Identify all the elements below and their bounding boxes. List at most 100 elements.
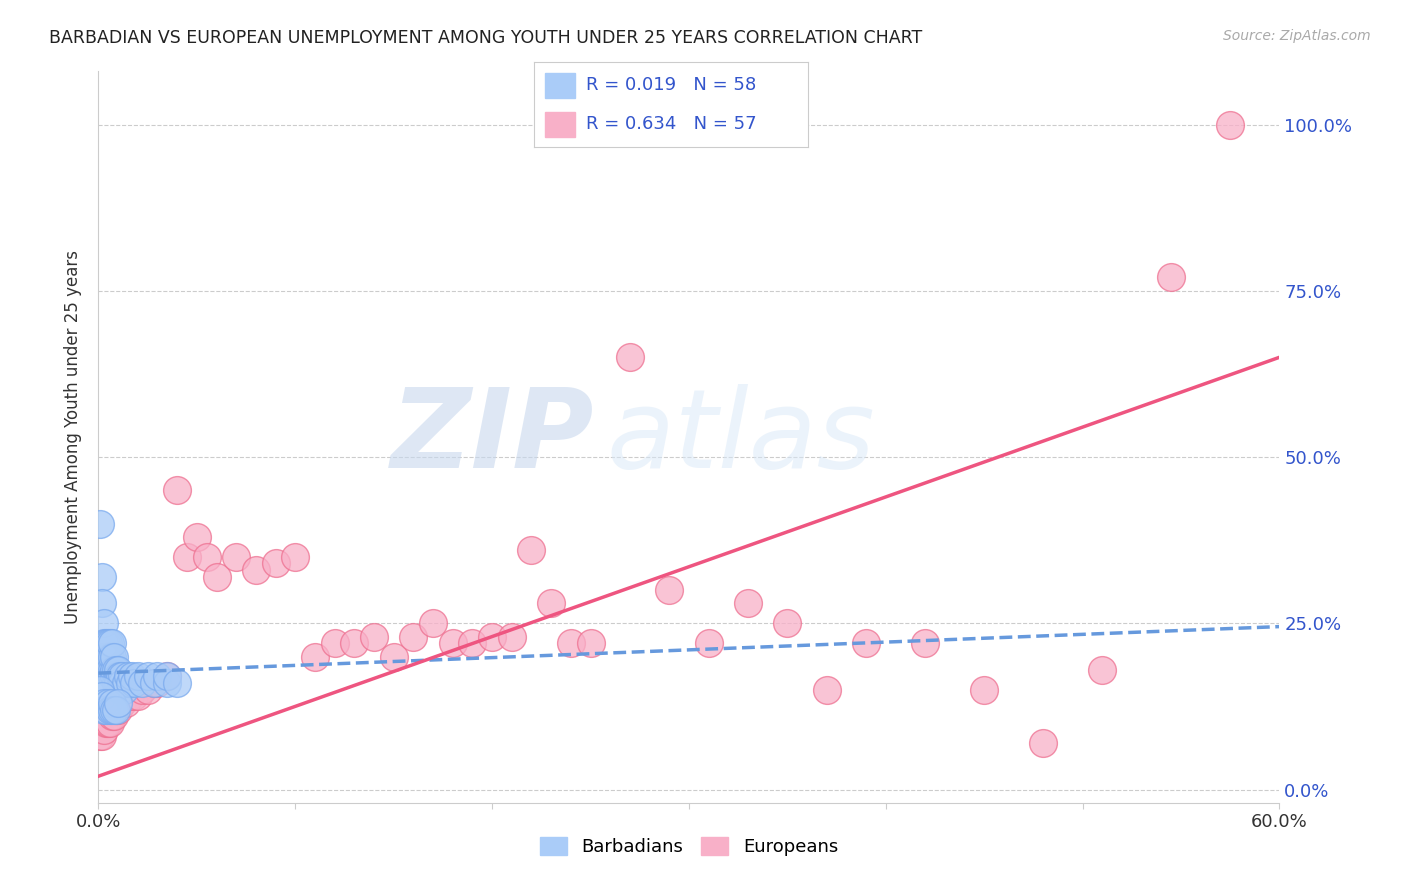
Point — [382, 649, 405, 664]
Point — [658, 582, 681, 597]
Legend: Barbadians, Europeans: Barbadians, Europeans — [533, 830, 845, 863]
Point — [737, 596, 759, 610]
Point — [91, 729, 114, 743]
Point — [363, 630, 385, 644]
Point — [1160, 270, 1182, 285]
Point — [93, 649, 115, 664]
Point — [91, 690, 114, 704]
Point — [97, 696, 120, 710]
Point — [225, 549, 247, 564]
Text: BARBADIAN VS EUROPEAN UNEMPLOYMENT AMONG YOUTH UNDER 25 YEARS CORRELATION CHART: BARBADIAN VS EUROPEAN UNEMPLOYMENT AMONG… — [49, 29, 922, 46]
Point — [121, 669, 143, 683]
Point — [914, 636, 936, 650]
Bar — [546, 72, 575, 98]
Point — [89, 729, 111, 743]
Point — [111, 696, 134, 710]
Point — [97, 636, 120, 650]
Point — [101, 696, 124, 710]
Point — [205, 570, 228, 584]
Point — [101, 703, 124, 717]
Point — [93, 616, 115, 631]
Point — [101, 709, 124, 723]
Point — [96, 663, 118, 677]
Point — [93, 696, 115, 710]
Point — [93, 723, 115, 737]
Point — [98, 663, 121, 677]
Bar — [546, 112, 575, 137]
Point — [195, 549, 218, 564]
Point — [97, 676, 120, 690]
Point — [117, 669, 139, 683]
Point — [136, 682, 159, 697]
Point — [166, 676, 188, 690]
Point — [422, 616, 444, 631]
Point — [284, 549, 307, 564]
Point — [103, 669, 125, 683]
Point — [156, 669, 179, 683]
Point — [108, 682, 131, 697]
Point — [111, 676, 134, 690]
Point — [343, 636, 366, 650]
Point — [103, 649, 125, 664]
Point — [815, 682, 838, 697]
Point — [156, 676, 179, 690]
Point — [96, 649, 118, 664]
Text: Source: ZipAtlas.com: Source: ZipAtlas.com — [1223, 29, 1371, 43]
Point — [304, 649, 326, 664]
Point — [112, 682, 135, 697]
Point — [91, 596, 114, 610]
Point — [131, 682, 153, 697]
Point — [176, 549, 198, 564]
Point — [122, 690, 145, 704]
Point — [98, 649, 121, 664]
Y-axis label: Unemployment Among Youth under 25 years: Unemployment Among Youth under 25 years — [63, 250, 82, 624]
Point — [107, 669, 129, 683]
Point — [101, 663, 124, 677]
Point — [146, 676, 169, 690]
Point — [697, 636, 720, 650]
Point — [89, 516, 111, 531]
Point — [1091, 663, 1114, 677]
Point — [101, 669, 124, 683]
Point — [118, 676, 141, 690]
Point — [97, 663, 120, 677]
Point — [96, 716, 118, 731]
Point — [136, 669, 159, 683]
Point — [166, 483, 188, 498]
Point — [1219, 118, 1241, 132]
Point — [402, 630, 425, 644]
Point — [115, 676, 138, 690]
Point — [101, 636, 124, 650]
Point — [108, 669, 131, 683]
Point — [107, 676, 129, 690]
Point — [245, 563, 267, 577]
Point — [97, 716, 120, 731]
Point — [103, 663, 125, 677]
Point — [93, 636, 115, 650]
Point — [973, 682, 995, 697]
Point — [855, 636, 877, 650]
Point — [520, 543, 543, 558]
Point — [98, 636, 121, 650]
Point — [579, 636, 602, 650]
Point — [105, 703, 128, 717]
Point — [103, 709, 125, 723]
Point — [105, 663, 128, 677]
Point — [97, 649, 120, 664]
Point — [105, 703, 128, 717]
Point — [540, 596, 562, 610]
Point — [441, 636, 464, 650]
Point — [111, 669, 134, 683]
Point — [264, 557, 287, 571]
Point — [481, 630, 503, 644]
Point — [103, 703, 125, 717]
Point — [1032, 736, 1054, 750]
Text: R = 0.019   N = 58: R = 0.019 N = 58 — [586, 77, 756, 95]
Point — [98, 716, 121, 731]
Point — [776, 616, 799, 631]
Point — [115, 696, 138, 710]
Point — [118, 690, 141, 704]
Point — [96, 703, 118, 717]
Point — [323, 636, 346, 650]
Point — [186, 530, 208, 544]
